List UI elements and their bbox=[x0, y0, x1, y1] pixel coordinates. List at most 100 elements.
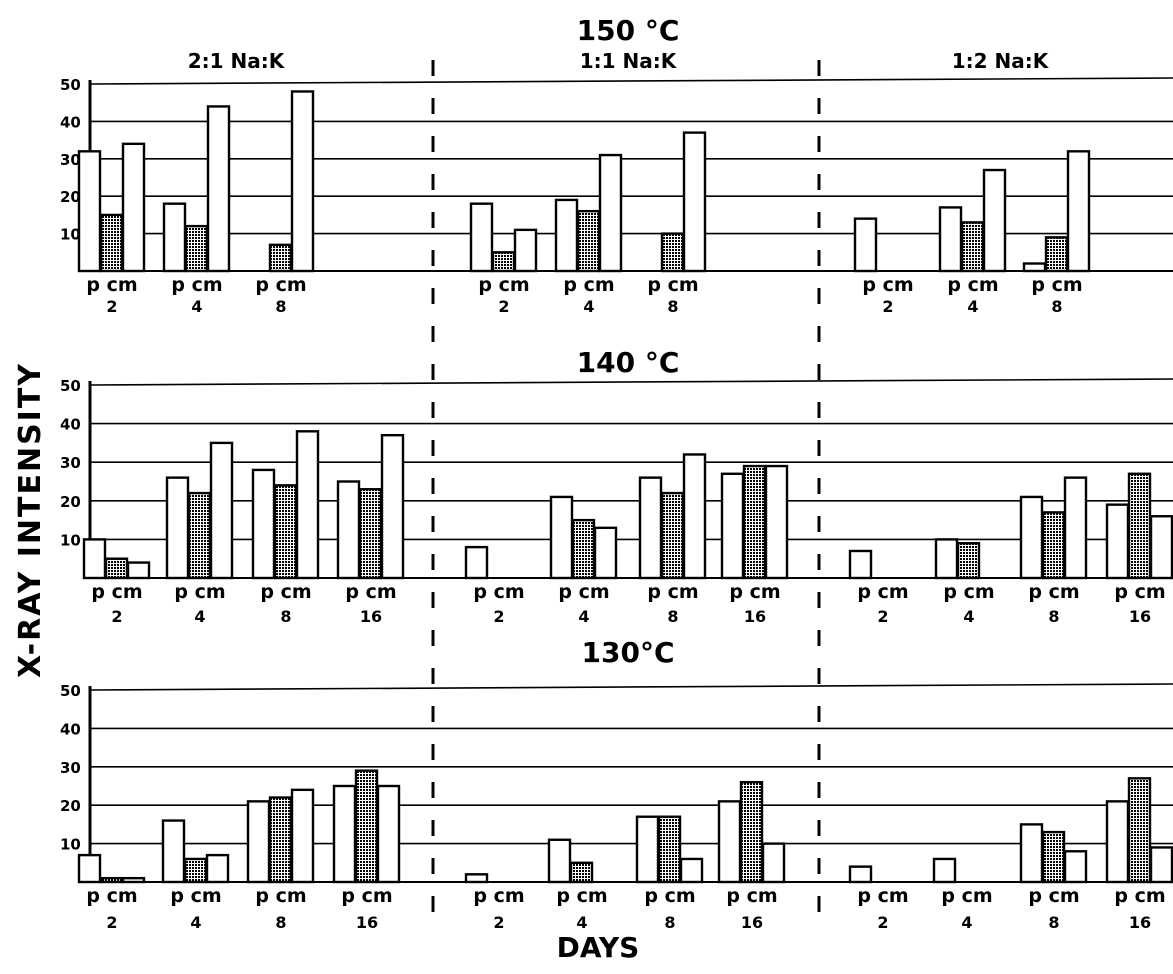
bar-m bbox=[598, 153, 623, 273]
bar-p bbox=[332, 784, 357, 884]
bar-letters-label: p cm bbox=[171, 274, 222, 296]
day-label: 8 bbox=[667, 297, 678, 316]
bar-letters-label: p cm bbox=[1031, 274, 1082, 296]
bar-c bbox=[1127, 472, 1152, 580]
bar-p bbox=[549, 495, 574, 580]
bar-p bbox=[638, 476, 663, 580]
bar-letters-label: p cm bbox=[260, 581, 311, 603]
panel-title: 140 °C bbox=[577, 346, 680, 379]
bar-letters-label: p cm bbox=[862, 274, 913, 296]
day-label: 8 bbox=[664, 913, 675, 932]
bar-letters-label: p cm bbox=[729, 581, 780, 603]
bar-p bbox=[1019, 495, 1044, 580]
day-label: 2 bbox=[877, 607, 888, 626]
bar-letters-label: p cm bbox=[1114, 885, 1165, 907]
bar-letters-label: p cm bbox=[174, 581, 225, 603]
bar-letters-label: p cm bbox=[558, 581, 609, 603]
bar-c bbox=[1127, 777, 1152, 884]
bar-p bbox=[251, 468, 276, 580]
day-label: 16 bbox=[1129, 913, 1151, 932]
bar-letters-label: p cm bbox=[857, 885, 908, 907]
bar-m bbox=[121, 142, 146, 273]
bar-p bbox=[934, 538, 959, 580]
bar-letters-label: p cm bbox=[647, 274, 698, 296]
bar-p bbox=[77, 150, 102, 273]
bar-c bbox=[1041, 511, 1066, 580]
bar-m bbox=[1066, 150, 1091, 273]
bar-letters-label: p cm bbox=[556, 885, 607, 907]
day-label: 2 bbox=[493, 607, 504, 626]
bar-m bbox=[205, 853, 230, 884]
bar-p bbox=[162, 202, 187, 273]
day-label: 4 bbox=[190, 913, 201, 932]
day-label: 16 bbox=[744, 607, 766, 626]
bar-c bbox=[273, 484, 298, 580]
bar-m bbox=[1149, 515, 1173, 580]
bar-p bbox=[938, 206, 963, 273]
bar-p bbox=[1105, 503, 1130, 580]
gridline bbox=[89, 683, 1173, 691]
day-label: 2 bbox=[106, 913, 117, 932]
bar-c bbox=[960, 221, 985, 273]
bar-letters-label: p cm bbox=[644, 885, 695, 907]
bar-m bbox=[295, 430, 320, 580]
day-label: 4 bbox=[576, 913, 587, 932]
day-label: 8 bbox=[1051, 297, 1062, 316]
bar-m bbox=[1063, 850, 1088, 884]
bar-p bbox=[853, 217, 878, 273]
day-label: 8 bbox=[280, 607, 291, 626]
day-label: 2 bbox=[111, 607, 122, 626]
day-label: 16 bbox=[356, 913, 378, 932]
day-label: 2 bbox=[106, 297, 117, 316]
bar-letters-label: p cm bbox=[86, 885, 137, 907]
bar-m bbox=[593, 526, 618, 580]
bar-m bbox=[126, 561, 151, 580]
day-label: 2 bbox=[493, 913, 504, 932]
bar-m bbox=[764, 464, 789, 580]
bar-c bbox=[660, 232, 685, 273]
bar-letters-label: p cm bbox=[170, 885, 221, 907]
y-tick-label: 50 bbox=[60, 682, 81, 700]
bar-m bbox=[380, 433, 405, 580]
bar-m bbox=[1149, 846, 1173, 884]
bar-letters-label: p cm bbox=[563, 274, 614, 296]
bar-p bbox=[82, 538, 107, 580]
bar-m bbox=[513, 228, 538, 273]
y-tick-label: 40 bbox=[60, 113, 81, 131]
bar-letters-label: p cm bbox=[473, 885, 524, 907]
bar-c bbox=[742, 464, 767, 580]
group-header: 1:2 Na:K bbox=[952, 49, 1050, 73]
bar-letters-label: p cm bbox=[473, 581, 524, 603]
x-axis-label: DAYS bbox=[557, 931, 640, 964]
bar-p bbox=[1105, 800, 1130, 884]
bar-c bbox=[268, 796, 293, 884]
bar-letters-label: p cm bbox=[255, 274, 306, 296]
day-label: 4 bbox=[194, 607, 205, 626]
y-tick-label: 30 bbox=[60, 759, 81, 777]
bar-c bbox=[1041, 830, 1066, 884]
bar-p bbox=[469, 202, 494, 273]
bar-letters-label: p cm bbox=[478, 274, 529, 296]
bar-p bbox=[932, 857, 957, 884]
bar-c bbox=[491, 251, 516, 273]
bar-m bbox=[679, 857, 704, 884]
bar-m bbox=[206, 105, 231, 273]
bar-p bbox=[161, 819, 186, 884]
y-tick-label: 30 bbox=[60, 151, 81, 169]
day-label: 16 bbox=[1129, 607, 1151, 626]
day-label: 8 bbox=[1048, 607, 1059, 626]
bar-c bbox=[187, 491, 212, 580]
bar-p bbox=[635, 815, 660, 884]
day-label: 2 bbox=[498, 297, 509, 316]
group-header: 1:1 Na:K bbox=[580, 49, 678, 73]
bar-p bbox=[717, 800, 742, 884]
y-tick-label: 40 bbox=[60, 720, 81, 738]
day-label: 4 bbox=[583, 297, 594, 316]
day-label: 16 bbox=[741, 913, 763, 932]
bar-p bbox=[554, 198, 579, 273]
bar-p bbox=[165, 476, 190, 580]
bar-p bbox=[720, 472, 745, 580]
y-tick-label: 10 bbox=[60, 531, 81, 549]
bar-p bbox=[1019, 823, 1044, 884]
